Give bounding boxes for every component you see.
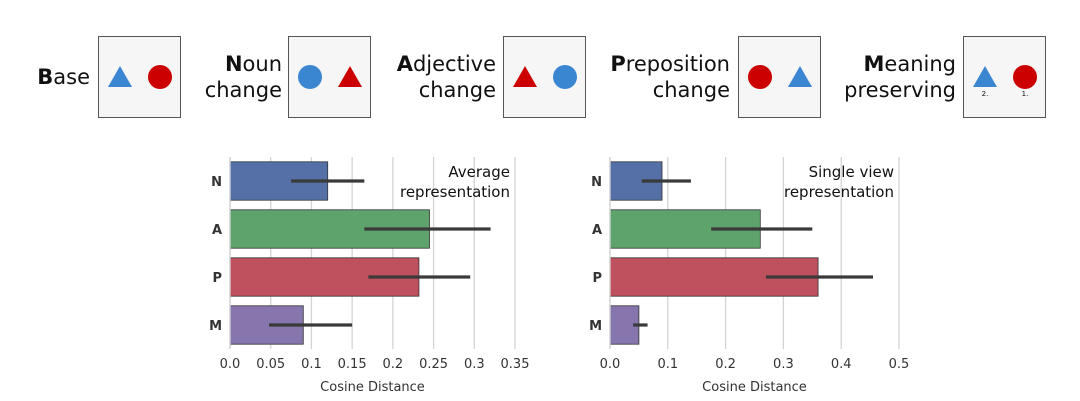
triangle-shape-icon	[788, 66, 812, 87]
triangle-shape-icon	[108, 66, 132, 87]
condition-shapes	[298, 65, 362, 89]
category-label-P: P	[592, 271, 602, 286]
condition-shapes	[748, 65, 812, 89]
condition-box	[503, 36, 586, 118]
x-axis-label: Cosine Distance	[702, 380, 807, 395]
x-tick-label: 0.0	[220, 357, 241, 372]
x-tick-label: 0.3	[464, 357, 485, 372]
condition-box: 2. 1.	[963, 36, 1046, 118]
condition-label: Base	[0, 36, 90, 118]
x-tick-label: 0.25	[419, 357, 448, 372]
order-mark: 1.	[1022, 90, 1029, 98]
condition-shapes	[108, 65, 172, 89]
condition-box	[288, 36, 371, 118]
condition-text-line1: eaning	[884, 52, 956, 76]
condition-initial: B	[37, 65, 54, 89]
condition-label: Meaning preserving	[826, 36, 956, 118]
condition-text-line1: oun	[242, 52, 282, 76]
category-label-N: N	[591, 175, 602, 190]
condition-text-line2: change	[418, 78, 496, 102]
chart-single-view-representation: N A P M 0.0 0.1 0.2 0.3 0.4 0.5 Cosine Distance Sin…	[589, 157, 910, 395]
condition-initial: N	[224, 52, 243, 76]
chart-average-representation: N A P M 0.0 0.05 0.1 0.15 0.2 0.25 0.3 0.35 Cosine D…	[209, 157, 530, 395]
order-mark: 2.	[982, 90, 989, 98]
condition-box	[738, 36, 821, 118]
condition-text-line1: ase	[53, 65, 90, 89]
chart-annotation: representation	[400, 183, 510, 201]
condition-text-line1: djective	[412, 52, 496, 76]
circle-shape-icon	[148, 65, 172, 89]
condition-text-line2: change	[652, 78, 730, 102]
category-label-M: M	[589, 319, 602, 334]
triangle-shape-icon	[338, 66, 362, 87]
category-label-A: A	[592, 223, 602, 238]
triangle-shape-icon	[513, 66, 537, 87]
x-tick-label: 0.0	[600, 357, 621, 372]
category-label-N: N	[211, 175, 222, 190]
circle-shape-icon	[553, 65, 577, 89]
category-label-A: A	[212, 223, 222, 238]
x-tick-label: 0.2	[383, 357, 404, 372]
x-tick-label: 0.4	[831, 357, 852, 372]
circle-shape-icon	[748, 65, 772, 89]
chart-annotation: representation	[784, 183, 894, 201]
chart-annotation: Average	[448, 163, 510, 181]
condition-text-line2: preserving	[844, 78, 956, 102]
circle-shape-icon	[1013, 65, 1037, 89]
x-tick-label: 0.2	[715, 357, 736, 372]
category-label-P: P	[212, 271, 222, 286]
condition-initial: M	[863, 52, 885, 76]
x-tick-label: 0.35	[501, 357, 530, 372]
condition-initial: A	[396, 52, 413, 76]
x-tick-label: 0.1	[301, 357, 322, 372]
condition-label: Noun change	[170, 36, 282, 118]
condition-label: Preposition change	[590, 36, 730, 118]
category-label-M: M	[209, 319, 222, 334]
condition-box	[98, 36, 181, 118]
condition-shapes: 2. 1.	[973, 65, 1037, 98]
x-tick-label: 0.15	[338, 357, 367, 372]
x-axis-label: Cosine Distance	[320, 380, 425, 395]
x-tick-label: 0.3	[773, 357, 794, 372]
condition-label: Adjective change	[370, 36, 496, 118]
condition-text-line1: reposition	[625, 52, 730, 76]
condition-shapes	[513, 65, 577, 89]
condition-initial: P	[610, 52, 626, 76]
x-tick-label: 0.5	[889, 357, 910, 372]
triangle-shape-icon	[973, 66, 997, 87]
chart-annotation: Single view	[809, 163, 894, 181]
x-tick-label: 0.1	[657, 357, 678, 372]
circle-shape-icon	[298, 65, 322, 89]
x-tick-label: 0.05	[256, 357, 285, 372]
condition-text-line2: change	[204, 78, 282, 102]
